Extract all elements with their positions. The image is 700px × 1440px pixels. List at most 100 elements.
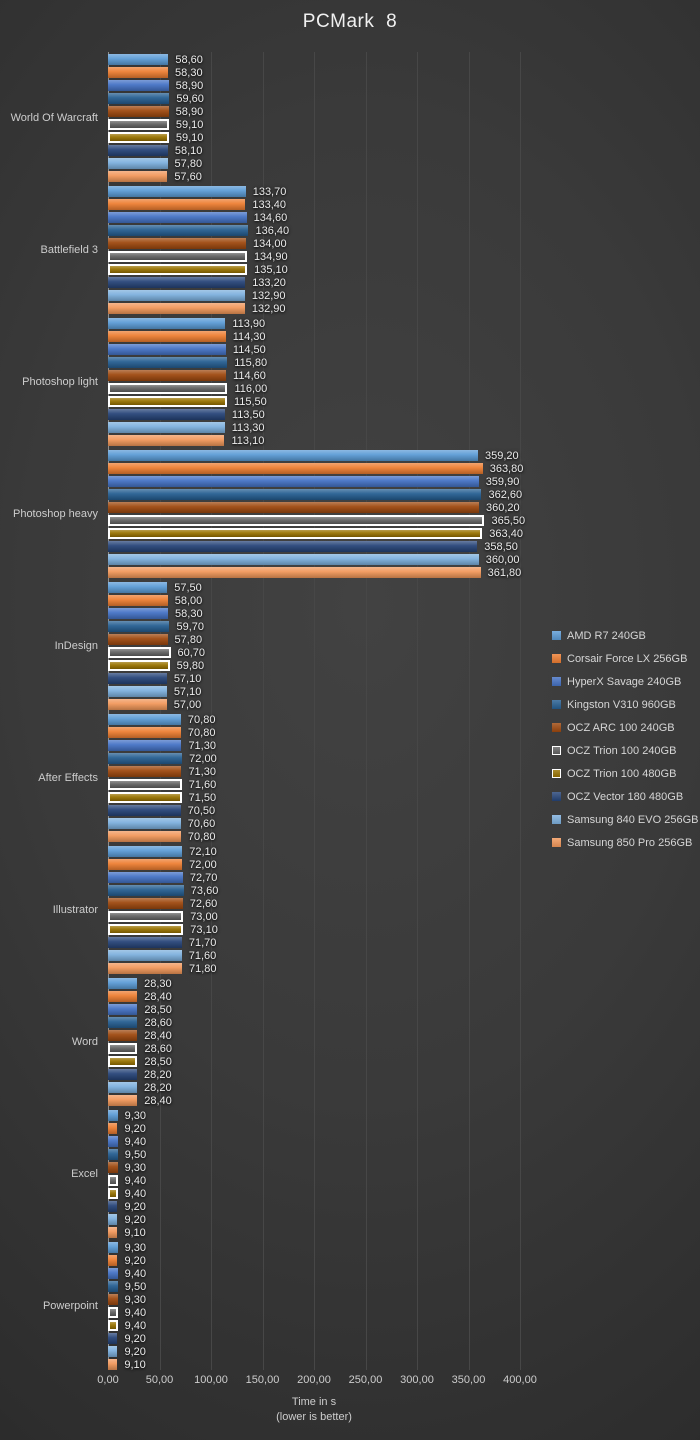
bar-line: 72,10 xyxy=(108,846,700,858)
bar-value-label: 132,90 xyxy=(251,289,286,302)
bar-line: 71,60 xyxy=(108,779,700,791)
bar-line: 9,40 xyxy=(108,1188,700,1200)
bar-line: 72,70 xyxy=(108,872,700,884)
bar xyxy=(108,686,167,697)
legend-label: Samsung 850 Pro 256GB xyxy=(567,836,693,849)
bar xyxy=(108,132,169,143)
legend-entry: OCZ ARC 100 240GB xyxy=(552,716,698,739)
legend-label: Samsung 840 EVO 256GB xyxy=(567,813,699,826)
bar-value-label: 71,70 xyxy=(188,936,217,949)
bar xyxy=(108,422,225,433)
bar-line: 363,40 xyxy=(108,528,700,540)
bar-line: 9,20 xyxy=(108,1123,700,1135)
category-label: Excel xyxy=(71,1168,98,1180)
category-label: After Effects xyxy=(38,772,98,784)
legend-entry: OCZ Trion 100 240GB xyxy=(552,739,698,762)
bar xyxy=(108,1346,118,1357)
gridline xyxy=(211,52,212,1370)
bar xyxy=(108,1320,118,1331)
bar-line: 9,20 xyxy=(108,1333,700,1345)
legend-swatch-icon xyxy=(552,723,561,732)
bar xyxy=(108,450,478,461)
bar-line: 113,10 xyxy=(108,435,700,447)
bar xyxy=(108,1095,138,1106)
bar xyxy=(108,673,167,684)
bar-value-label: 9,50 xyxy=(124,1280,147,1293)
bar-value-label: 132,90 xyxy=(251,302,286,315)
bar-value-label: 73,10 xyxy=(190,923,218,936)
bar-line: 9,40 xyxy=(108,1175,700,1187)
bar-value-label: 71,50 xyxy=(188,791,217,804)
category-label: Word xyxy=(71,1036,98,1048)
bar xyxy=(108,885,184,896)
bar-line: 9,30 xyxy=(108,1242,700,1254)
legend: AMD R7 240GB Corsair Force LX 256GB HyperX… xyxy=(552,624,698,854)
bar-line: 70,60 xyxy=(108,818,700,830)
legend-entry: HyperX Savage 240GB xyxy=(552,670,698,693)
category-label: Powerpoint xyxy=(42,1300,98,1312)
bar xyxy=(108,634,168,645)
bar xyxy=(108,831,181,842)
bar xyxy=(108,950,182,961)
bar xyxy=(108,225,249,236)
bar-value-label: 9,40 xyxy=(124,1306,147,1319)
bar-value-label: 58,10 xyxy=(174,144,203,157)
bar xyxy=(108,660,170,671)
bar-value-label: 58,30 xyxy=(175,66,203,79)
bar-line: 58,30 xyxy=(108,608,700,620)
bar-line: 9,20 xyxy=(108,1201,700,1213)
bar-value-label: 136,40 xyxy=(255,224,290,237)
bar xyxy=(108,171,168,182)
bar-line: 9,20 xyxy=(108,1214,700,1226)
bar-line: 71,60 xyxy=(108,950,700,962)
bar-line: 28,40 xyxy=(108,991,700,1003)
bar-value-label: 133,70 xyxy=(252,185,287,198)
bar xyxy=(108,357,228,368)
bar-value-label: 28,20 xyxy=(144,1068,172,1081)
legend-label: OCZ Trion 100 480GB xyxy=(567,767,677,780)
bar xyxy=(108,1333,118,1344)
bar-line: 60,70 xyxy=(108,646,700,659)
bar-value-label: 359,20 xyxy=(484,449,519,462)
bar-line: 133,40 xyxy=(108,199,700,211)
legend-swatch-icon xyxy=(552,815,561,824)
bar xyxy=(108,608,169,619)
bar-line: 57,50 xyxy=(108,582,700,594)
bar-line: 28,20 xyxy=(108,1082,700,1094)
bar-line: 113,90 xyxy=(108,318,700,330)
gridline xyxy=(520,52,521,1370)
bar-value-label: 57,10 xyxy=(173,672,202,685)
bar-value-label: 9,10 xyxy=(124,1226,146,1239)
legend-entry: Samsung 840 EVO 256GB xyxy=(552,808,698,831)
bar xyxy=(108,318,226,329)
bar-group: 57,50 58,00 58,30 59,70 57,80 60,70 59,80 57,10… xyxy=(108,580,700,712)
bar-value-label: 113,30 xyxy=(231,421,265,434)
bar-line: 9,30 xyxy=(108,1162,700,1174)
bar xyxy=(108,476,479,487)
legend-entry: OCZ Trion 100 480GB xyxy=(552,762,698,785)
gridline xyxy=(314,52,315,1370)
bar-line: 9,30 xyxy=(108,1110,700,1122)
bar xyxy=(108,567,481,578)
bar-group: 9,30 9,20 9,40 9,50 9,30 9,40 9,40 9,20 9,20 9,10 xyxy=(108,1108,700,1240)
bar xyxy=(108,647,171,658)
bar xyxy=(108,290,245,301)
bar xyxy=(108,145,168,156)
bar xyxy=(108,80,169,91)
bar xyxy=(108,1201,118,1212)
bar xyxy=(108,1281,118,1292)
bar-value-label: 60,70 xyxy=(177,646,206,659)
bar-line: 28,50 xyxy=(108,1056,700,1068)
legend-label: HyperX Savage 240GB xyxy=(567,675,682,688)
legend-label: OCZ ARC 100 240GB xyxy=(567,721,675,734)
bar-line: 73,00 xyxy=(108,911,700,923)
bar-line: 359,20 xyxy=(108,449,700,462)
bar-value-label: 57,60 xyxy=(174,170,202,183)
bar xyxy=(108,1294,118,1305)
bar-value-label: 70,80 xyxy=(187,726,216,739)
bar-value-label: 363,80 xyxy=(489,462,524,475)
legend-entry: Samsung 850 Pro 256GB xyxy=(552,831,698,854)
bar xyxy=(108,727,181,738)
category-label: Photoshop heavy xyxy=(12,508,98,520)
bar-value-label: 71,30 xyxy=(188,739,216,752)
